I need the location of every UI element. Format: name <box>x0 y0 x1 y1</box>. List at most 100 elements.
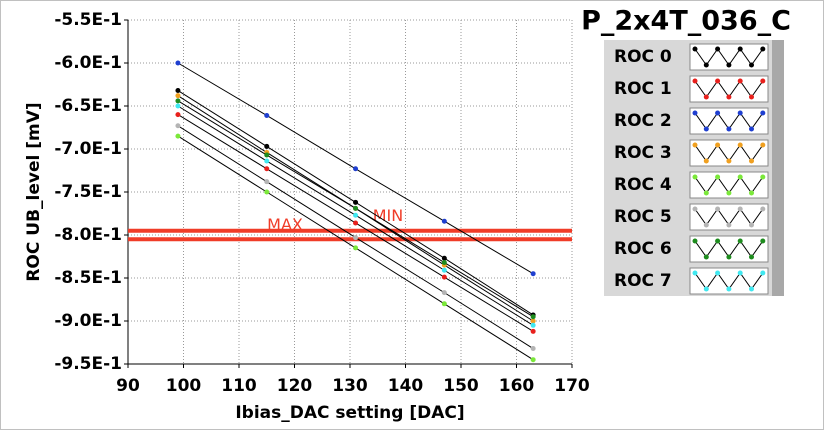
legend-swatch-dot <box>737 206 743 212</box>
data-point <box>530 318 536 324</box>
legend-swatch <box>689 203 769 231</box>
legend-swatch-dot <box>715 238 721 244</box>
legend-label: ROC 7 <box>614 271 672 291</box>
x-axis-label: Ibias_DAC setting [DAC] <box>235 403 464 423</box>
legend-swatch-dot <box>749 94 754 100</box>
x-tick-label: 120 <box>277 376 313 396</box>
legend-swatch-dot <box>692 174 698 180</box>
data-point <box>441 301 447 307</box>
legend-swatch-dot <box>749 62 754 68</box>
y-tick-label: -8.5E-1 <box>54 268 122 288</box>
data-point <box>264 179 270 185</box>
legend-swatch-dot <box>760 206 766 212</box>
x-tick-label: 160 <box>499 376 535 396</box>
data-point <box>175 112 181 118</box>
legend-swatch-dot <box>737 78 743 84</box>
legend-swatch-dot <box>715 46 721 52</box>
data-point <box>264 152 270 158</box>
y-tick-label: -6.5E-1 <box>54 96 122 116</box>
data-point <box>353 212 359 218</box>
legend-swatch-dot <box>703 94 709 100</box>
legend-swatch-dot <box>726 222 732 228</box>
y-axis-label: ROC UB_level [mV] <box>24 102 44 281</box>
data-point <box>175 88 181 94</box>
legend-swatch <box>689 75 769 103</box>
data-point <box>264 166 270 172</box>
legend-swatch-dot <box>692 206 698 212</box>
legend-swatch-dot <box>726 62 732 68</box>
legend-swatch-dot <box>715 78 721 84</box>
x-tick-label: 170 <box>554 376 590 396</box>
legend-swatch-dot <box>737 142 743 148</box>
legend-swatch-dot <box>715 142 721 148</box>
legend-label: ROC 6 <box>614 239 672 259</box>
chart-title: P_2x4T_036_C <box>581 6 791 37</box>
legend-swatch-dot <box>749 286 754 292</box>
legend-swatch-dot <box>703 158 709 164</box>
legend-swatch <box>689 267 769 295</box>
legend-swatch <box>689 43 769 71</box>
data-point <box>264 112 270 118</box>
legend-swatch-dot <box>703 286 709 292</box>
data-point <box>175 103 181 109</box>
legend-swatch-dot <box>692 78 698 84</box>
data-point <box>175 123 181 129</box>
data-point <box>353 245 359 251</box>
data-point <box>441 218 447 224</box>
legend-swatch-dot <box>692 46 698 52</box>
y-tick-label: -8.0E-1 <box>54 225 122 245</box>
legend-label: ROC 2 <box>614 111 672 131</box>
data-point <box>530 314 536 320</box>
legend-swatch-box <box>689 267 769 295</box>
legend-swatch-dot <box>749 222 754 228</box>
legend-swatch-box <box>689 43 769 71</box>
legend-swatch-dot <box>726 254 732 260</box>
y-tick-label: -5.5E-1 <box>54 10 122 30</box>
data-point <box>441 267 447 273</box>
legend-swatch-dot <box>715 206 721 212</box>
legend-swatch-dot <box>715 270 721 276</box>
legend-swatch-dot <box>760 142 766 148</box>
legend-swatch <box>689 107 769 135</box>
legend-swatch-dot <box>749 254 754 260</box>
legend-label: ROC 5 <box>614 207 672 227</box>
x-tick-label: 130 <box>332 376 368 396</box>
legend-swatch-dot <box>715 110 721 116</box>
legend-swatch-dot <box>692 238 698 244</box>
data-point <box>264 158 270 164</box>
legend-swatch <box>689 139 769 167</box>
data-point <box>353 205 359 211</box>
legend-swatch-dot <box>715 174 721 180</box>
legend-label: ROC 1 <box>614 79 672 99</box>
legend-swatch-dot <box>737 46 743 52</box>
y-tick-label: -9.5E-1 <box>54 354 122 374</box>
legend-swatch-dot <box>703 190 709 196</box>
legend-swatch-dot <box>737 110 743 116</box>
data-point <box>530 346 536 352</box>
data-point <box>530 322 536 328</box>
limit-label: MIN <box>373 206 404 225</box>
legend-swatch-dot <box>737 238 743 244</box>
limit-label: MAX <box>267 215 303 234</box>
legend-swatch-dot <box>749 158 754 164</box>
legend-swatch-dot <box>692 142 698 148</box>
y-tick-label: -6.0E-1 <box>54 53 122 73</box>
x-tick-label: 110 <box>221 376 257 396</box>
legend-swatch-dot <box>692 270 698 276</box>
data-point <box>441 255 447 261</box>
legend-swatch-dot <box>749 190 754 196</box>
x-tick-label: 100 <box>166 376 202 396</box>
legend-swatch-dot <box>737 174 743 180</box>
data-point <box>175 93 181 99</box>
legend-swatch-dot <box>760 174 766 180</box>
legend-swatch-dot <box>760 270 766 276</box>
legend-swatch-dot <box>703 254 709 260</box>
data-point <box>530 357 536 363</box>
legend-swatch-dot <box>760 46 766 52</box>
legend-swatch-dot <box>726 286 732 292</box>
legend-scrollbar[interactable] <box>772 40 784 296</box>
data-point <box>441 274 447 280</box>
legend-swatch <box>689 171 769 199</box>
legend-swatch-dot <box>760 78 766 84</box>
